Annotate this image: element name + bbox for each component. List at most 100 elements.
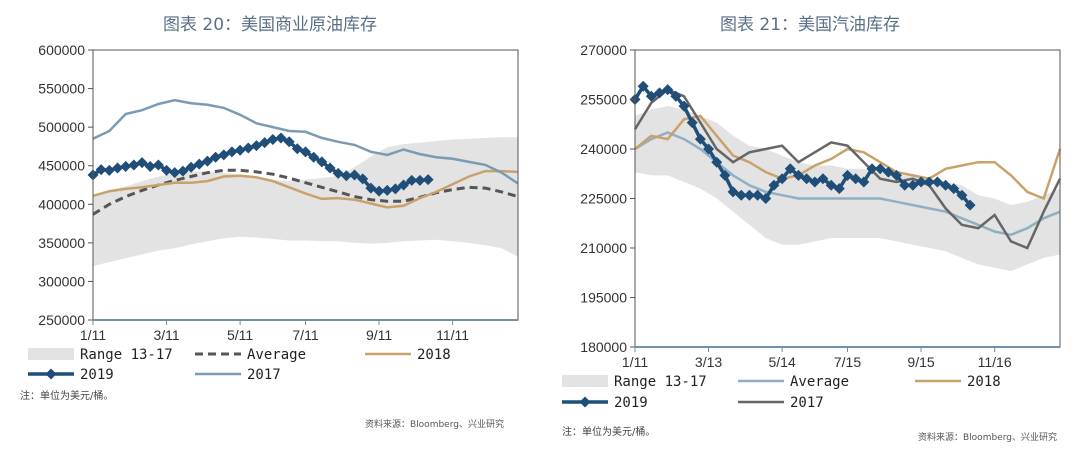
legend-label-2018: 2018	[967, 374, 1001, 390]
series-2019-point	[226, 146, 238, 158]
series-2019-point	[357, 173, 369, 185]
y-tick-label: 210000	[580, 240, 627, 256]
legend-label-2017: 2017	[790, 395, 824, 411]
chart-panel-crude: 图表 20：美国商业原油库存 600000 550000 500000 450000 4…	[20, 15, 519, 430]
series-2019-point	[95, 164, 107, 176]
range-band	[635, 106, 1060, 272]
series-2019-point	[931, 176, 943, 188]
series-2019-point	[234, 144, 246, 156]
series-2019-point	[850, 173, 862, 185]
series-2018-line	[634, 114, 1062, 201]
series-2019-point	[662, 84, 674, 96]
x-tick-label: 9/15	[907, 354, 934, 370]
series-2019-point	[686, 117, 698, 129]
series-2019-point	[842, 169, 853, 181]
series-2019-point	[300, 146, 311, 158]
series-2019-point	[866, 163, 878, 175]
x-tick-label: 7/11	[292, 327, 318, 343]
series-2019-point	[210, 151, 222, 163]
legend-label-2019: 2019	[614, 395, 648, 411]
chart-source: 资料来源：Bloomberg、兴业研究	[918, 433, 1057, 443]
y-tick-label: 195000	[580, 290, 627, 306]
chart-title: 图表 21：美国汽油库存	[719, 15, 901, 35]
legend-label-2018: 2018	[417, 347, 451, 363]
chart-title: 图表 20：美国商业原油库存	[162, 15, 378, 35]
legend-marker-2019	[579, 396, 591, 408]
series-2019-point	[324, 162, 336, 174]
y-tick-label: 450000	[38, 158, 85, 174]
x-tick-label: 5/11	[227, 327, 253, 343]
series-2019-point	[891, 169, 903, 181]
series-2019-point	[308, 151, 320, 163]
series-2019-point	[727, 186, 739, 198]
series-2019-point	[185, 161, 197, 173]
y-tick-label: 300000	[38, 273, 85, 289]
x-tick-label: 1/11	[622, 354, 648, 370]
series-2019-point	[948, 183, 960, 195]
y-tick-label: 500000	[38, 119, 85, 135]
series-2019-point	[267, 133, 279, 145]
series-2019-point	[817, 173, 829, 185]
series-2019-point	[833, 183, 845, 195]
chart-canvas: 600000 550000 500000 450000 400000 350000 3000…	[28, 42, 519, 383]
series-2019-point	[923, 176, 935, 188]
series-2019-point	[365, 182, 377, 194]
x-tick-label: 9/11	[366, 327, 392, 343]
series-2019-point	[703, 143, 715, 155]
series-2019-point	[801, 173, 813, 185]
y-tick-label: 400000	[38, 196, 85, 212]
series-2019-point	[899, 179, 911, 191]
series-2019-point	[776, 173, 788, 185]
series-average-line	[92, 168, 519, 216]
legend-label-range-13-17: Range 13-17	[614, 374, 707, 390]
series-2019-point	[694, 133, 706, 145]
series-2019-point	[964, 199, 976, 211]
x-tick-label: 5/14	[768, 354, 795, 370]
legend-label-average: Average	[790, 374, 849, 390]
series-2019-point	[956, 189, 968, 201]
series-2019-point	[381, 184, 393, 196]
series-2019-point	[283, 136, 295, 148]
series-2019-point	[349, 169, 361, 181]
series-2019-point	[940, 179, 952, 191]
series-2019-point	[654, 87, 666, 99]
series-2019-point	[112, 162, 124, 174]
series-2019-point	[760, 193, 772, 204]
series-2019-point	[414, 174, 426, 186]
series-2019-point	[169, 167, 181, 179]
series-2019-point	[373, 185, 385, 197]
series-2019-point	[637, 80, 649, 92]
series-2019-point	[711, 156, 723, 168]
series-2019-point	[144, 160, 156, 172]
x-tick-label: 1/11	[80, 327, 106, 343]
legend-swatch-range	[28, 348, 74, 360]
series-2019-point	[218, 149, 230, 161]
series-2019-point	[422, 174, 434, 186]
series-2019-point	[250, 140, 262, 152]
chart-canvas: 270000 255000 240000 225000 210000 195000 1800…	[562, 42, 1062, 411]
x-tick-label: 7/15	[834, 354, 861, 370]
x-tick-label: 11/16	[978, 354, 1012, 370]
legend-label-2017: 2017	[247, 367, 281, 383]
series-2019-point	[735, 189, 747, 201]
series-2019-point	[332, 167, 344, 179]
y-tick-label: 250000	[38, 312, 85, 328]
legend-swatch-range	[562, 375, 608, 387]
series-2017-line	[92, 98, 519, 185]
series-2017-line	[633, 88, 1062, 250]
y-tick-label: 270000	[580, 42, 627, 58]
series-2019-point	[398, 179, 410, 191]
series-2019-point	[882, 166, 894, 178]
series-2019-point	[645, 90, 657, 102]
legend-label-average: Average	[247, 347, 306, 363]
series-2019-point	[670, 90, 682, 102]
series-2019-point	[743, 189, 755, 201]
series-2019-point	[152, 159, 164, 171]
series-2019-point	[201, 155, 213, 167]
y-tick-label: 225000	[580, 191, 627, 207]
series-2019-point	[316, 156, 328, 168]
legend-label-range-13-17: Range 13-17	[80, 347, 173, 363]
chart-source: 资料来源：Bloomberg、兴业研究	[365, 420, 504, 430]
series-2019-point	[128, 159, 140, 171]
range-band	[93, 137, 518, 266]
